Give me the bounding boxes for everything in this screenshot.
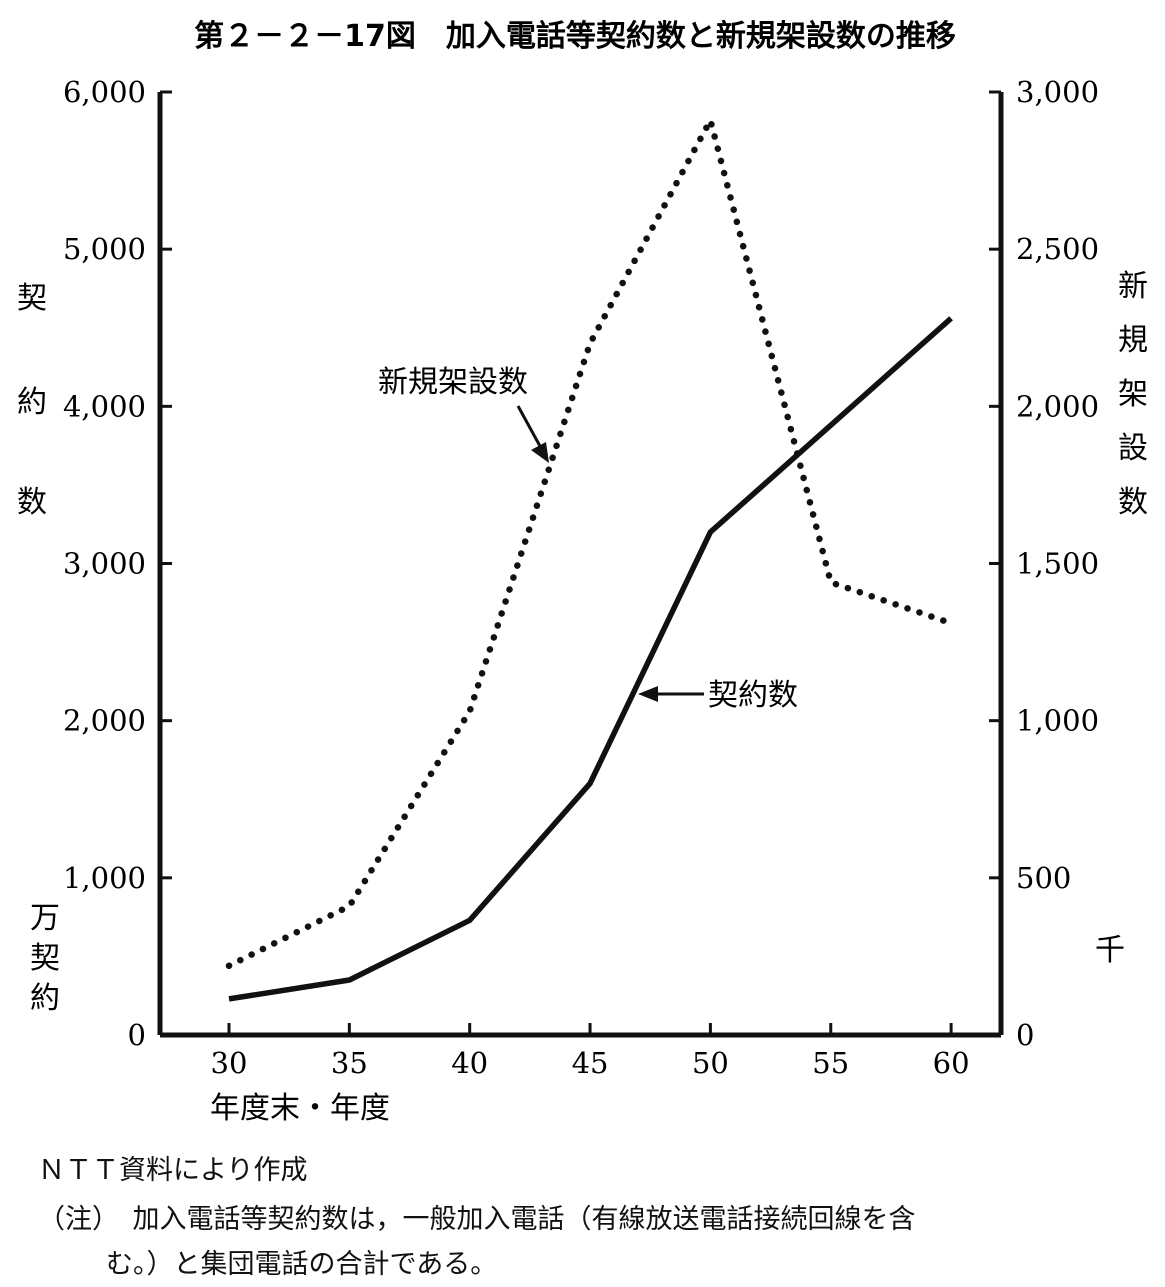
data-point-new-installations [590, 343, 591, 344]
x-tick-label: 35 [331, 1046, 368, 1080]
data-points [229, 120, 952, 1000]
left-tick-label: 6,000 [63, 75, 146, 109]
chart-title: 第２－２－17図 加入電話等契約数と新規架設数の推移 [194, 19, 956, 54]
footnote-line-1: （注） 加入電話等契約数は，一般加入電話（有線放送電話接続回線を含 [38, 1204, 916, 1235]
left-tick-label: 3,000 [63, 547, 146, 581]
right-axis-unit: 千 [1095, 933, 1125, 968]
left-axis-unit-char: 契 [30, 941, 60, 976]
left-axis-ticks: 0 1,000 2,000 3,000 4,000 5,000 6,000 [63, 75, 172, 1052]
left-tick-label: 5,000 [63, 232, 146, 266]
left-axis-title: 契 約 数 [17, 281, 47, 520]
annotation-new-installations: 新規架設数 [378, 365, 528, 400]
left-tick-label: 4,000 [63, 389, 146, 423]
right-axis-title-char: 設 [1118, 431, 1148, 466]
left-tick-label: 2,000 [63, 704, 146, 738]
x-axis-title: 年度末・年度 [210, 1091, 390, 1126]
series-line-new-installations [225, 117, 955, 970]
left-tick-label: 1,000 [63, 861, 146, 895]
x-tick-label: 55 [812, 1046, 849, 1080]
footnote-line-2: む。）と集団電話の合計である。 [106, 1249, 498, 1280]
right-tick-label: 2,500 [1016, 232, 1099, 266]
right-tick-label: 3,000 [1016, 75, 1099, 109]
annotation-arrowhead-new-installations [531, 442, 549, 463]
x-tick-label: 40 [451, 1046, 488, 1080]
right-axis-title-char: 数 [1118, 485, 1148, 520]
data-point-new-installations [951, 623, 952, 624]
series-line-contracts [228, 316, 953, 1002]
left-axis-unit-char: 約 [30, 981, 60, 1016]
left-tick-label: 0 [128, 1018, 146, 1052]
source-note: ＮＴＴ資料により作成 [38, 1155, 308, 1186]
left-axis-title-char: 数 [17, 485, 47, 520]
right-tick-label: 1,500 [1016, 547, 1099, 581]
chart: 第２－２－17図 加入電話等契約数と新規架設数の推移 0 1,000 2,000 3,… [17, 19, 1148, 1126]
left-axis-title-char: 契 [17, 281, 47, 316]
data-point-new-installations [710, 120, 711, 121]
left-axis-title-char: 約 [17, 385, 47, 420]
annotation-arrowhead-contracts [638, 686, 658, 702]
right-axis-title-char: 新 [1118, 269, 1148, 304]
left-axis-unit: 万 契 約 [30, 901, 60, 1016]
right-tick-label: 1,000 [1016, 704, 1099, 738]
right-tick-label: 500 [1016, 861, 1071, 895]
annotation-arrow-new-installations [516, 405, 543, 449]
x-tick-label: 50 [692, 1046, 729, 1080]
right-axis-ticks: 0 500 1,000 1,500 2,000 2,500 3,000 [989, 75, 1099, 1052]
right-tick-label: 2,000 [1016, 389, 1099, 423]
right-axis-title-char: 架 [1118, 377, 1148, 412]
left-axis-unit-char: 万 [30, 901, 60, 936]
right-axis-title: 新 規 架 設 数 [1118, 269, 1148, 520]
x-tick-label: 30 [211, 1046, 248, 1080]
annotation-contracts: 契約数 [708, 678, 798, 713]
x-tick-label: 60 [933, 1046, 970, 1080]
right-tick-label: 0 [1016, 1018, 1034, 1052]
x-tick-label: 45 [572, 1046, 609, 1080]
data-point-new-installations [830, 582, 831, 583]
right-axis-title-char: 規 [1118, 323, 1148, 358]
data-point-new-installations [349, 906, 350, 907]
x-axis-ticks: 30 35 40 45 50 55 60 [211, 1023, 970, 1080]
